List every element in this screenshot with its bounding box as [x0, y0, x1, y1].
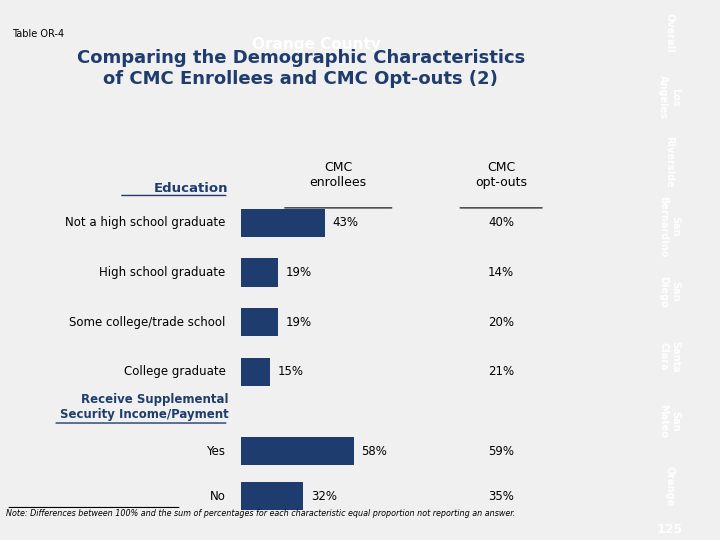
Text: 43%: 43% — [332, 217, 358, 230]
Text: Overall: Overall — [665, 12, 674, 52]
Text: 20%: 20% — [488, 316, 514, 329]
Text: Table OR-4: Table OR-4 — [12, 29, 65, 39]
Text: 19%: 19% — [286, 266, 312, 279]
Text: CMC
opt-outs: CMC opt-outs — [475, 161, 527, 188]
Text: Orange County: Orange County — [253, 37, 381, 52]
Text: Orange: Orange — [665, 466, 674, 506]
Text: 19%: 19% — [286, 316, 312, 329]
Text: Receive Supplemental
Security Income/Payment: Receive Supplemental Security Income/Pay… — [60, 393, 229, 421]
Text: 32%: 32% — [311, 490, 337, 503]
FancyBboxPatch shape — [241, 308, 278, 336]
Text: San
Mateo: San Mateo — [659, 404, 680, 438]
Text: San
Bernardino: San Bernardino — [659, 196, 680, 258]
Text: Yes: Yes — [207, 445, 225, 458]
Text: 14%: 14% — [488, 266, 514, 279]
Text: 40%: 40% — [488, 217, 514, 230]
Text: 35%: 35% — [488, 490, 514, 503]
Text: Los
Angeles: Los Angeles — [659, 75, 680, 119]
Text: Santa
Clara: Santa Clara — [659, 341, 680, 372]
Text: San
Diego: San Diego — [659, 276, 680, 307]
FancyBboxPatch shape — [241, 482, 303, 510]
Text: Not a high school graduate: Not a high school graduate — [65, 217, 225, 230]
Text: 59%: 59% — [488, 445, 514, 458]
Text: Some college/trade school: Some college/trade school — [69, 316, 225, 329]
Text: High school graduate: High school graduate — [99, 266, 225, 279]
Text: Comparing the Demographic Characteristics
of CMC Enrollees and CMC Opt-outs (2): Comparing the Demographic Characteristic… — [76, 49, 525, 87]
Text: College graduate: College graduate — [124, 366, 225, 379]
Text: Note: Differences between 100% and the sum of percentages for each characteristi: Note: Differences between 100% and the s… — [6, 509, 516, 518]
Text: 125: 125 — [656, 523, 683, 536]
Text: No: No — [210, 490, 225, 503]
Text: Riverside: Riverside — [665, 136, 674, 188]
FancyBboxPatch shape — [241, 258, 278, 287]
FancyBboxPatch shape — [241, 357, 270, 386]
Text: 21%: 21% — [488, 366, 514, 379]
Text: CMC
enrollees: CMC enrollees — [310, 161, 366, 188]
Text: 15%: 15% — [278, 366, 304, 379]
FancyBboxPatch shape — [241, 208, 325, 237]
FancyBboxPatch shape — [241, 437, 354, 465]
Text: 58%: 58% — [361, 445, 387, 458]
Text: Education: Education — [154, 181, 229, 194]
